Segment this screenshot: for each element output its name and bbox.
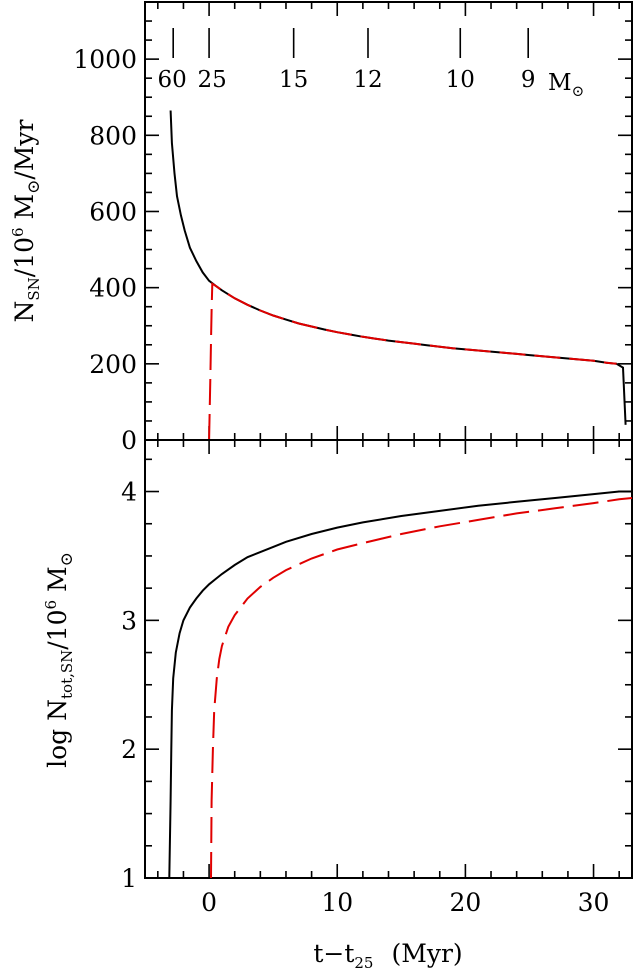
top-y-tick-label: 800 [89,121,137,150]
bottom-x-tick-label: 30 [578,888,610,917]
bottom-y-axis-title: log Ntot,SN/106 M⊙ [42,552,77,768]
top-y-tick-label: 200 [89,350,137,379]
bottom-y-tick-label: 3 [121,606,137,635]
top-y-tick-label: 0 [121,426,137,455]
top-y-title-main: N [10,301,39,323]
mass-tick-label: 9 [521,67,536,93]
mass-tick-label: 15 [279,67,308,93]
top-y-tick-label: 600 [89,197,137,226]
bottom-y-tick-label: 2 [121,735,137,764]
top-y-title-sub: SN [25,277,43,300]
bottom-solid-series-line [168,490,632,879]
bottom-y-ticks: 1 2 3 4 [121,458,632,893]
bottom-y-title-sun: ⊙ [57,552,77,566]
bottom-panel: 1 2 3 4 0 10 20 30 log Ntot,SN/106 M⊙ t−t25 (My… [42,439,633,972]
mass-tick-label: 10 [446,67,475,93]
top-panel: 0 200 400 600 800 1000 60 25 15 12 10 9 M⊙ NSN/106 … [9,1,633,455]
top-y-ticks: 0 200 400 600 800 1000 [73,1,632,455]
bottom-y-title-sub: tot,SN [58,650,76,699]
top-dashed-series-line [208,282,617,441]
bottom-x-tick-label: 0 [201,888,217,917]
top-x-ticks [157,2,620,440]
bottom-y-title-sup: 6 [42,600,60,610]
mass-tick-label: 60 [158,67,187,93]
top-y-title-rest: /10 [10,237,39,277]
bottom-dashed-series-line [210,497,633,879]
x-title-unit: (Myr) [391,939,462,968]
top-y-title-tail: M [10,194,39,228]
bottom-y-tick-label: 4 [121,478,137,507]
top-y-tick-label: 1000 [73,45,137,74]
bottom-y-title-main: log N [43,699,72,768]
top-y-title-sun: ⊙ [24,180,44,194]
top-solid-series-line [169,110,627,425]
mass-tick-label: 25 [197,67,226,93]
mass-unit-label: M⊙ [548,70,584,100]
x-title-sub: 25 [354,954,373,972]
bottom-x-tick-label: 20 [449,888,481,917]
top-y-title-end: /Myr [10,119,39,179]
bottom-x-tick-label: 10 [321,888,353,917]
bottom-plot-frame [144,439,633,879]
x-title-main: t−t [313,939,354,968]
bottom-curves [168,490,633,879]
top-y-title-sup: 6 [9,227,27,237]
bottom-y-title-rest: /10 [43,609,72,649]
x-axis-title: t−t25 (Myr) [313,939,462,972]
top-curves [169,110,627,441]
mass-tick-label: 12 [353,67,382,93]
top-y-tick-label: 400 [89,274,137,303]
top-y-axis-title: NSN/106 M⊙/Myr [9,119,44,322]
bottom-y-title-tail: M [43,566,72,600]
bottom-y-tick-label: 1 [121,864,137,893]
top-mass-axis: 60 25 15 12 10 9 M⊙ [158,28,584,100]
bottom-x-ticks: 0 10 20 30 [157,440,620,917]
